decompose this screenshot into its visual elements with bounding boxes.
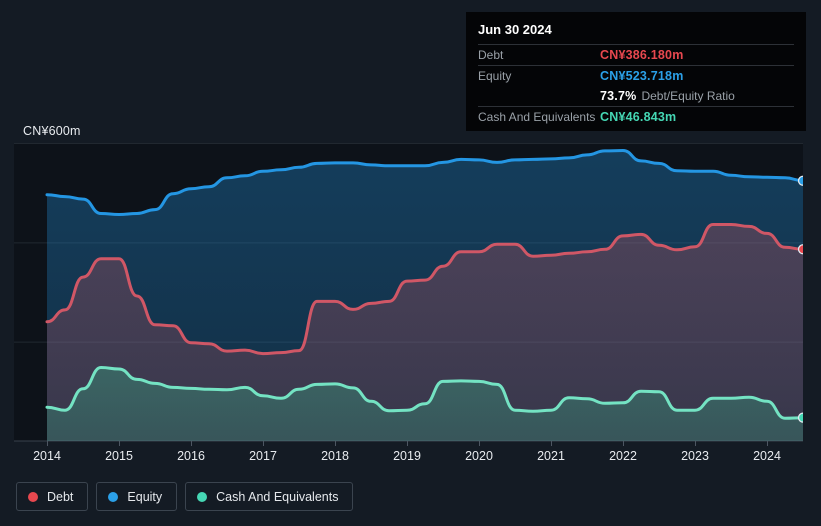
debt-legend-dot-icon xyxy=(28,491,38,502)
chart-tooltip: Jun 30 2024 Debt CN¥386.180m Equity CN¥5… xyxy=(466,12,806,131)
chart-legend: Debt Equity Cash And Equivalents xyxy=(16,482,354,511)
cash-line xyxy=(45,366,803,420)
tooltip-debt-value: CN¥386.180m xyxy=(600,48,684,62)
equity-line xyxy=(45,149,803,216)
debt-area xyxy=(47,224,803,441)
legend-item-debt[interactable]: Debt xyxy=(16,482,89,511)
legend-label-debt: Debt xyxy=(47,489,74,504)
equity-end-marker xyxy=(797,175,803,186)
x-axis-label-2024: 2024 xyxy=(753,449,781,463)
tooltip-row-debt: Debt CN¥386.180m xyxy=(478,45,794,66)
x-axis-label-2016: 2016 xyxy=(177,449,205,463)
cash-and-equivalents-legend-dot-icon xyxy=(197,491,208,502)
tooltip-equity-value: CN¥523.718m xyxy=(600,69,684,83)
x-axis: 2014 2015 2016 2017 2018 2019 2020 2021 2022 2023… xyxy=(0,449,821,465)
tooltip-row-cash: Cash And Equivalents CN¥46.843m xyxy=(478,107,794,127)
tooltip-ratio-label: Debt/Equity Ratio xyxy=(641,89,735,103)
x-axis-label-2018: 2018 xyxy=(321,449,349,463)
tooltip-debt-label: Debt xyxy=(478,48,504,62)
tooltip-row-equity: Equity CN¥523.718m xyxy=(478,66,794,86)
x-axis-label-2021: 2021 xyxy=(537,449,565,463)
debt-end-marker xyxy=(797,244,803,255)
chart-plot-area[interactable] xyxy=(14,143,803,448)
x-axis-label-2020: 2020 xyxy=(465,449,493,463)
x-axis-label-2022: 2022 xyxy=(609,449,637,463)
tooltip-ratio-value: 73.7% xyxy=(600,89,637,103)
tooltip-cash-value: CN¥46.843m xyxy=(600,110,677,124)
x-axis-label-2014: 2014 xyxy=(33,449,61,463)
x-axis-label-2023: 2023 xyxy=(681,449,709,463)
y-axis-label-max: CN¥600m xyxy=(23,124,81,138)
tooltip-equity-label: Equity xyxy=(478,69,512,83)
x-axis-label-2015: 2015 xyxy=(105,449,133,463)
equity-legend-dot-icon xyxy=(108,491,119,502)
x-axis-label-2019: 2019 xyxy=(393,449,421,463)
cash-end-marker xyxy=(797,412,803,423)
legend-label-cash-and-equivalents: Cash And Equivalents xyxy=(216,489,339,504)
debt-line xyxy=(45,223,803,356)
tooltip-date: Jun 30 2024 xyxy=(478,17,794,45)
legend-item-equity[interactable]: Equity xyxy=(96,482,178,511)
tooltip-row-ratio: 73.7% Debt/Equity Ratio xyxy=(478,86,794,107)
tooltip-cash-label: Cash And Equivalents xyxy=(478,110,596,124)
legend-label-equity: Equity xyxy=(127,489,163,504)
x-axis-label-2017: 2017 xyxy=(249,449,277,463)
chart-canvas[interactable] xyxy=(14,143,803,448)
legend-item-cash-and-equivalents[interactable]: Cash And Equivalents xyxy=(185,482,354,511)
